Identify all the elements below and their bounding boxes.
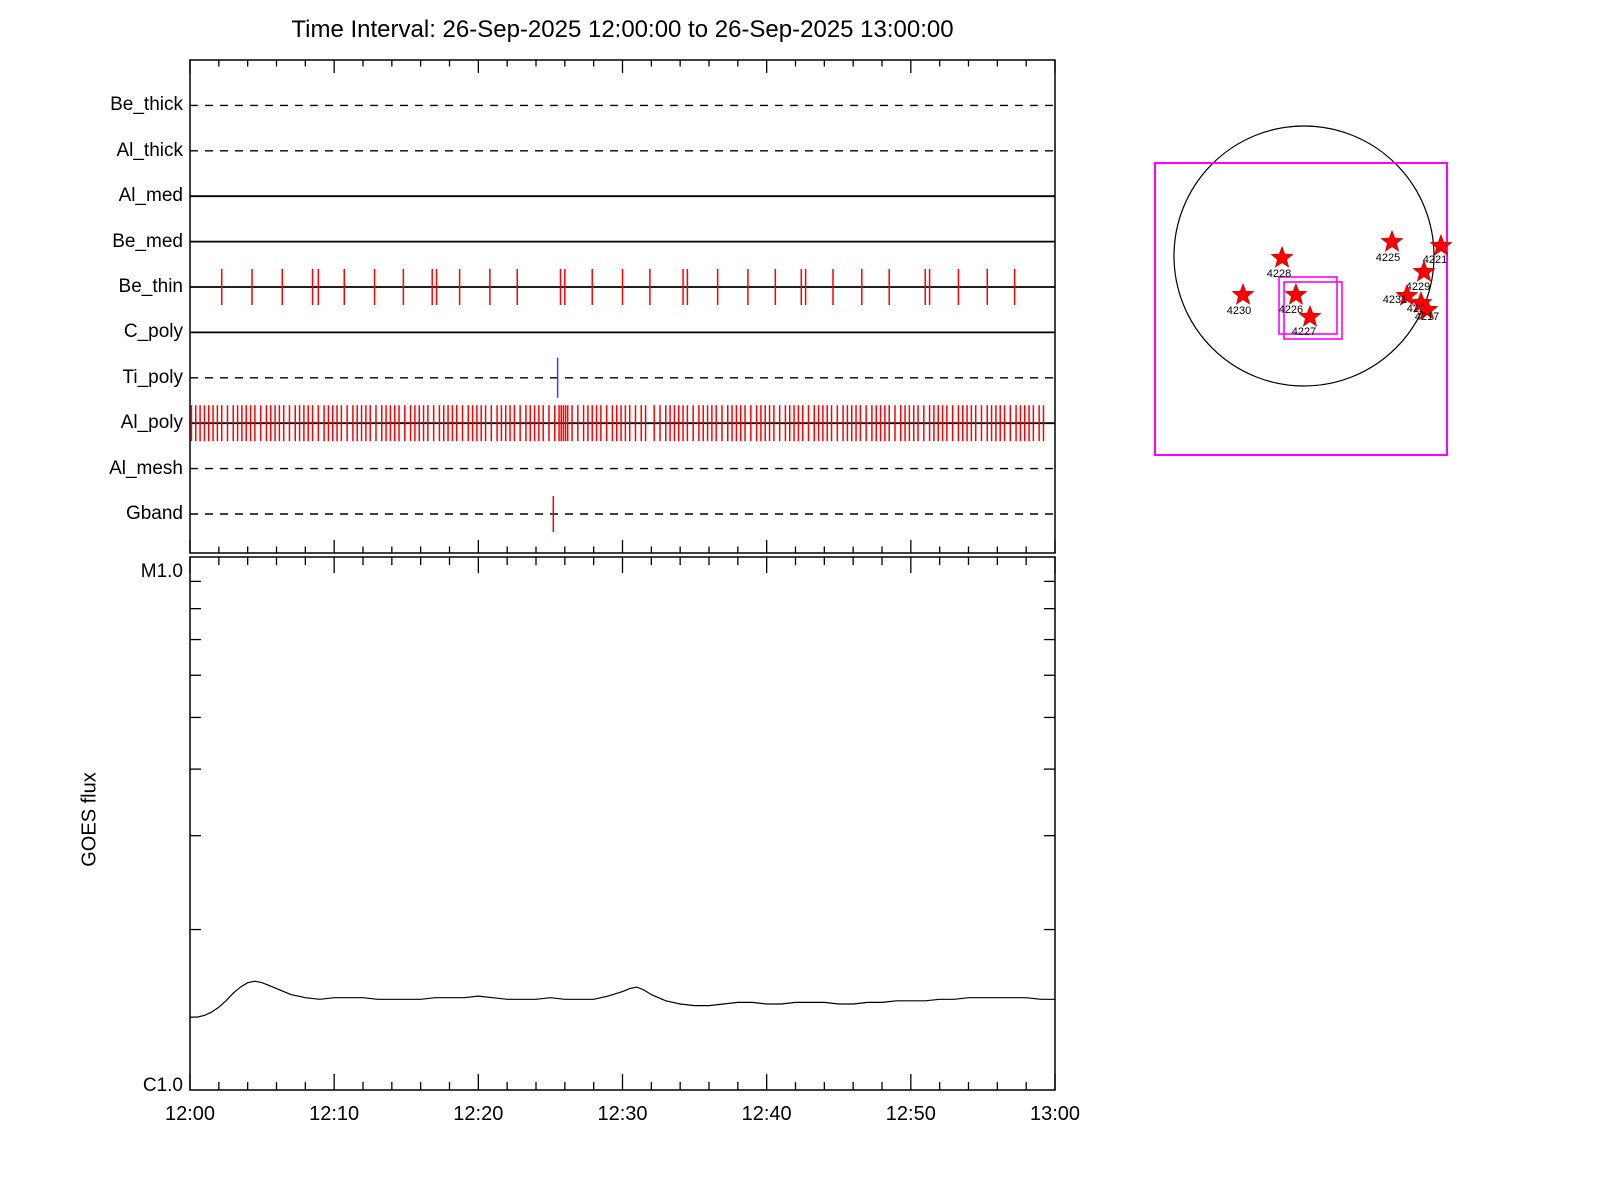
goes-ytick-bottom: C1.0	[142, 1075, 183, 1096]
active-region-label-4227: 4227	[1292, 326, 1316, 338]
time-tick-label: 12:40	[741, 1103, 792, 1125]
fov-box-small	[1278, 276, 1338, 335]
channel-label-Al_mesh: Al_mesh	[109, 457, 183, 479]
active-region-star-4221	[1429, 233, 1453, 256]
active-region-label-4226: 4226	[1279, 304, 1303, 316]
channel-label-C_poly: C_poly	[123, 321, 183, 343]
active-region-star-4230	[1231, 282, 1255, 305]
time-tick-label: 12:50	[885, 1103, 936, 1125]
time-tick-label: 12:00	[164, 1103, 216, 1125]
goes-panel-frame	[189, 556, 1056, 1091]
time-tick-label: 12:20	[453, 1103, 504, 1125]
fov-box-large	[1154, 162, 1448, 456]
active-region-label-4217: 4217	[1415, 311, 1439, 323]
active-region-label-4228: 4228	[1267, 268, 1291, 280]
active-region-star-4229	[1412, 259, 1436, 282]
channel-label-Be_thin: Be_thin	[118, 276, 183, 297]
active-region-star-4231	[1395, 283, 1419, 306]
active-region-label-4231: 4231	[1383, 294, 1407, 306]
channel-label-Al_poly: Al_poly	[120, 412, 183, 434]
active-region-star-4226	[1284, 282, 1308, 305]
time-tick-label: 12:10	[309, 1103, 360, 1125]
sun-map: 4225422142284229423042264231422442174227	[1154, 125, 1453, 456]
active-region-star-4217	[1415, 297, 1439, 320]
goes-flux-curve	[190, 980, 1055, 1018]
fov-box-small	[1283, 281, 1343, 340]
active-region-label-4230: 4230	[1227, 305, 1251, 317]
exposure-panel	[189, 59, 1056, 554]
channel-label-Al_med: Al_med	[118, 185, 183, 207]
active-region-label-4225: 4225	[1376, 252, 1400, 264]
active-region-star-4225	[1380, 229, 1404, 252]
channel-label-Al_thick: Al_thick	[116, 139, 183, 161]
active-region-label-4229: 4229	[1406, 281, 1430, 293]
time-tick-label: 12:30	[597, 1103, 648, 1125]
channel-label-Be_med: Be_med	[112, 230, 183, 252]
channel-label-Be_thick: Be_thick	[110, 94, 183, 116]
chart-title: Time Interval: 26-Sep-2025 12:00:00 to 2…	[291, 16, 954, 43]
channel-label-Ti_poly: Ti_poly	[122, 366, 183, 388]
active-region-star-4227	[1298, 304, 1322, 327]
active-region-star-4228	[1270, 245, 1294, 268]
exposure-panel-frame	[189, 59, 1056, 554]
time-tick-label: 13:00	[1029, 1103, 1081, 1125]
channel-label-Gband: Gband	[125, 503, 183, 524]
active-region-label-4221: 4221	[1423, 254, 1447, 266]
solar-limb-circle	[1173, 125, 1435, 387]
goes-panel	[189, 556, 1056, 1091]
goes-ytick-top: M1.0	[140, 561, 183, 582]
